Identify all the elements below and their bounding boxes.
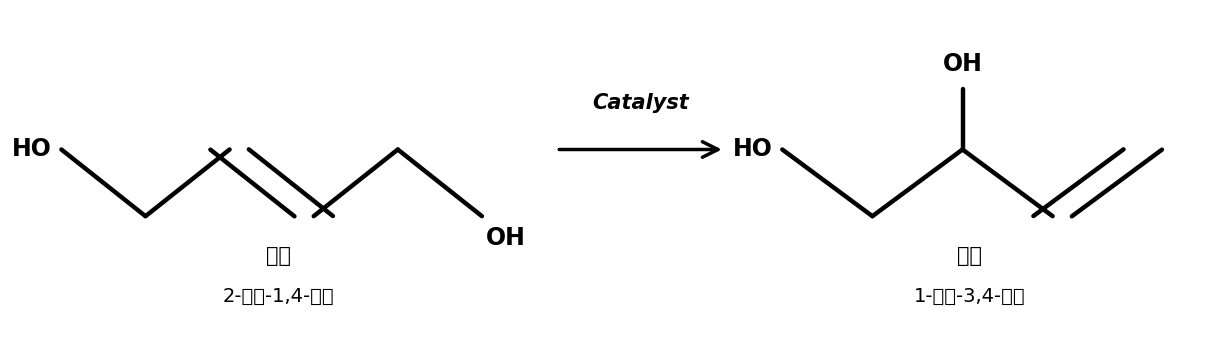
Text: Catalyst: Catalyst: [592, 93, 688, 113]
Text: OH: OH: [942, 52, 982, 76]
Text: 原料: 原料: [266, 246, 291, 266]
Text: 2-丁烯-1,4-二醇: 2-丁烯-1,4-二醇: [223, 287, 335, 306]
Text: HO: HO: [12, 138, 52, 161]
Text: OH: OH: [486, 226, 526, 250]
Text: 产品: 产品: [957, 246, 982, 266]
Text: 1-丁烯-3,4-二醇: 1-丁烯-3,4-二醇: [914, 287, 1026, 306]
Text: HO: HO: [733, 138, 772, 161]
